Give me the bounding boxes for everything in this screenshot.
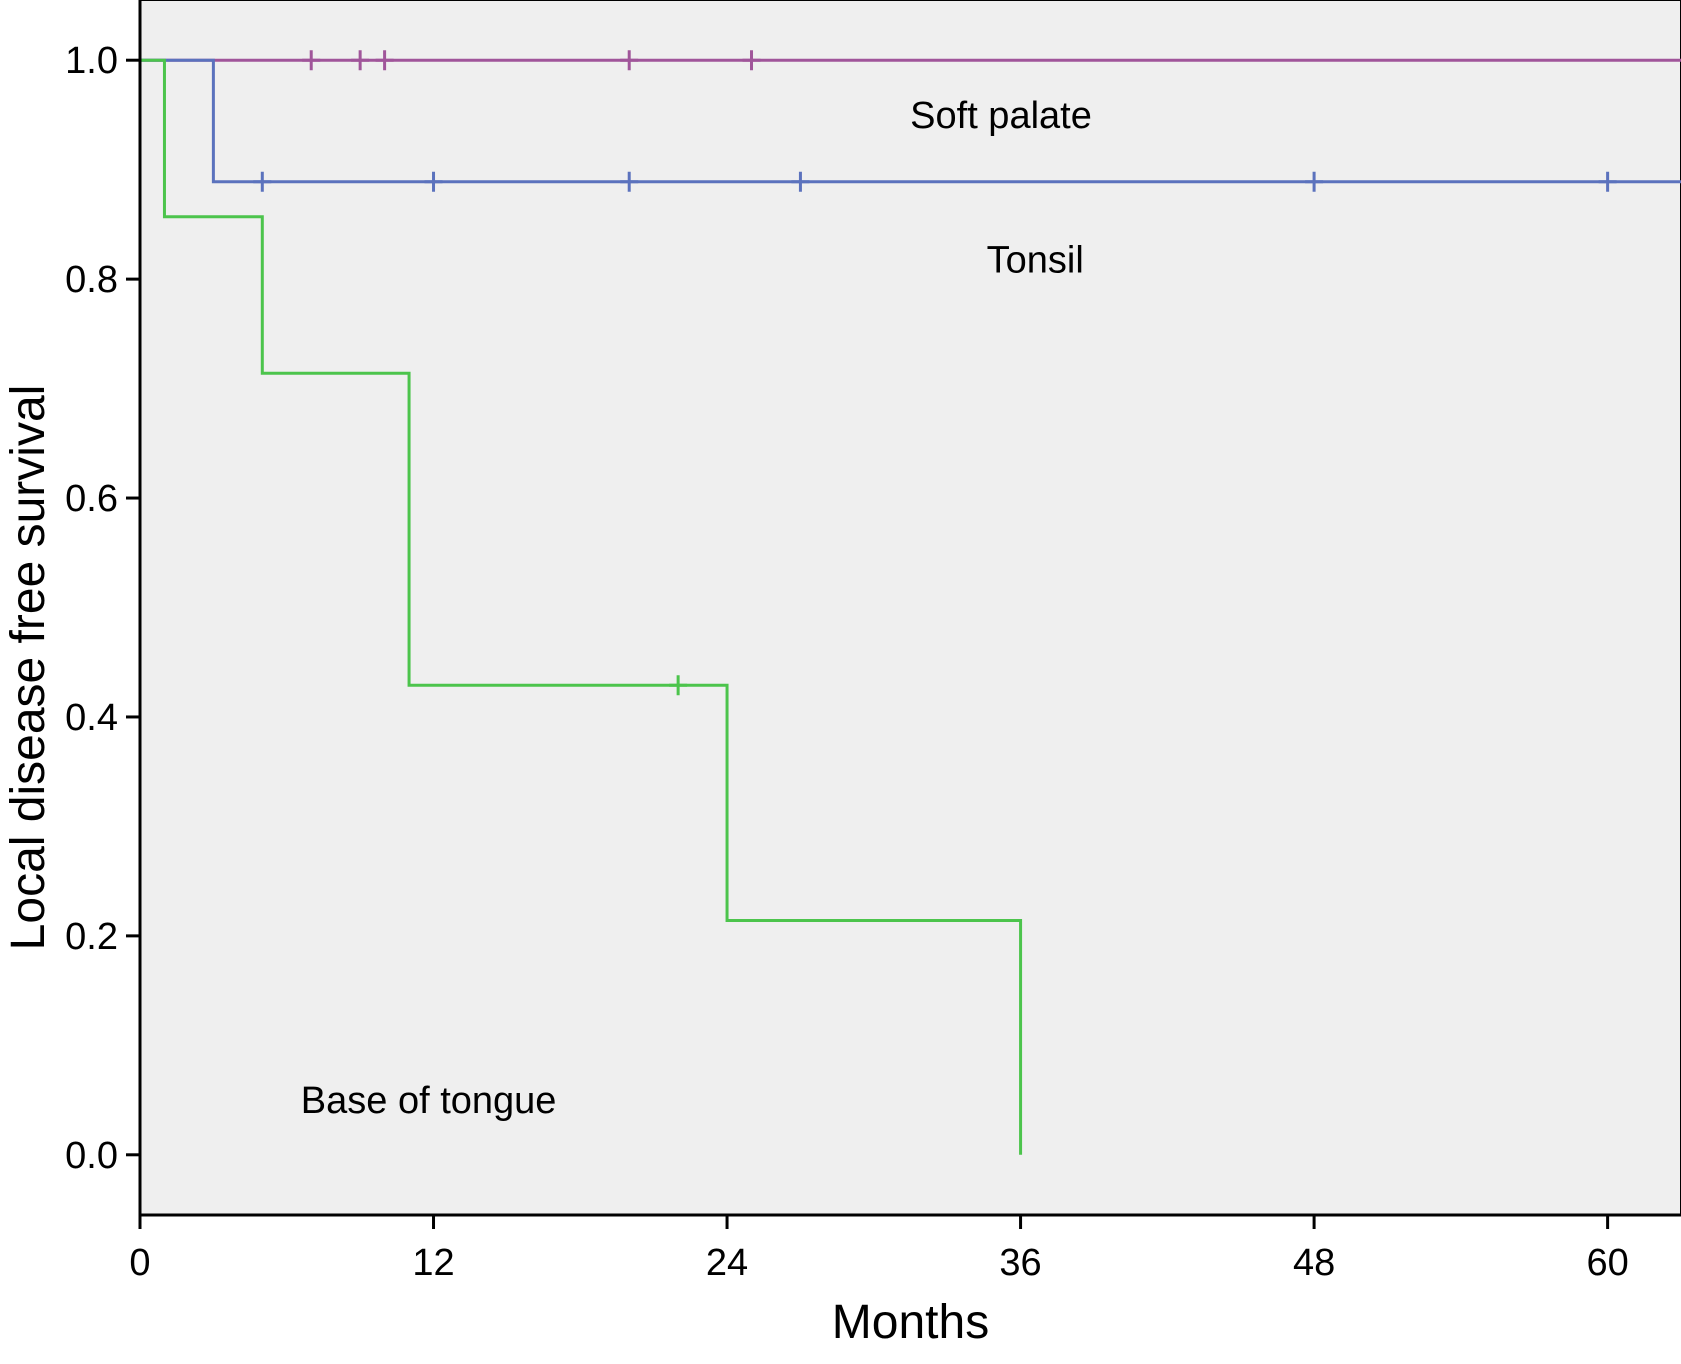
x-tick-label: 12 bbox=[412, 1242, 454, 1284]
x-tick-label: 24 bbox=[706, 1242, 748, 1284]
y-tick-label: 0.4 bbox=[65, 697, 118, 739]
series-label-base-of-tongue: Base of tongue bbox=[301, 1080, 557, 1122]
censor-mark-tonsil bbox=[253, 171, 272, 192]
censor-mark-tonsil bbox=[1305, 171, 1324, 192]
censor-mark-soft-palate bbox=[620, 50, 639, 71]
x-tick-label: 60 bbox=[1586, 1242, 1628, 1284]
y-tick-label: 0.0 bbox=[65, 1135, 118, 1177]
x-tick-label: 48 bbox=[1293, 1242, 1335, 1284]
series-label-tonsil: Tonsil bbox=[987, 239, 1084, 281]
censor-mark-soft-palate bbox=[742, 50, 761, 71]
series-line-tonsil bbox=[140, 58, 1681, 184]
censor-mark-base-of-tongue bbox=[669, 675, 688, 696]
y-tick-label: 1.0 bbox=[65, 40, 118, 82]
y-tick-label: 0.8 bbox=[65, 259, 118, 301]
censor-mark-tonsil bbox=[424, 171, 443, 192]
y-tick-label: 0.2 bbox=[65, 916, 118, 958]
x-tick-label: 0 bbox=[129, 1242, 150, 1284]
plot-area bbox=[139, 0, 1681, 1216]
censor-mark-soft-palate bbox=[302, 50, 321, 71]
censor-mark-soft-palate bbox=[375, 50, 394, 71]
series-label-layer: Soft palate Tonsil Base of tongue bbox=[301, 95, 1092, 1122]
x-axis-title: Months bbox=[832, 1296, 989, 1349]
censor-mark-tonsil bbox=[1598, 171, 1617, 192]
censor-mark-soft-palate bbox=[351, 50, 370, 71]
axis-layer bbox=[138, 0, 1681, 1217]
censor-mark-tonsil bbox=[791, 171, 810, 192]
y-tick-label: 0.6 bbox=[65, 478, 118, 520]
censor-mark-tonsil bbox=[620, 171, 639, 192]
x-tick-label: 36 bbox=[999, 1242, 1041, 1284]
y-axis-title: Local disease free survival bbox=[2, 385, 55, 951]
series-layer bbox=[140, 50, 1681, 1155]
series-line-base-of-tongue bbox=[140, 58, 1023, 1155]
tick-layer: 0 12 24 36 48 60 0.0 0.2 0.4 0.6 0.8 1.0 bbox=[65, 40, 1629, 1284]
series-label-soft-palate: Soft palate bbox=[910, 95, 1092, 137]
